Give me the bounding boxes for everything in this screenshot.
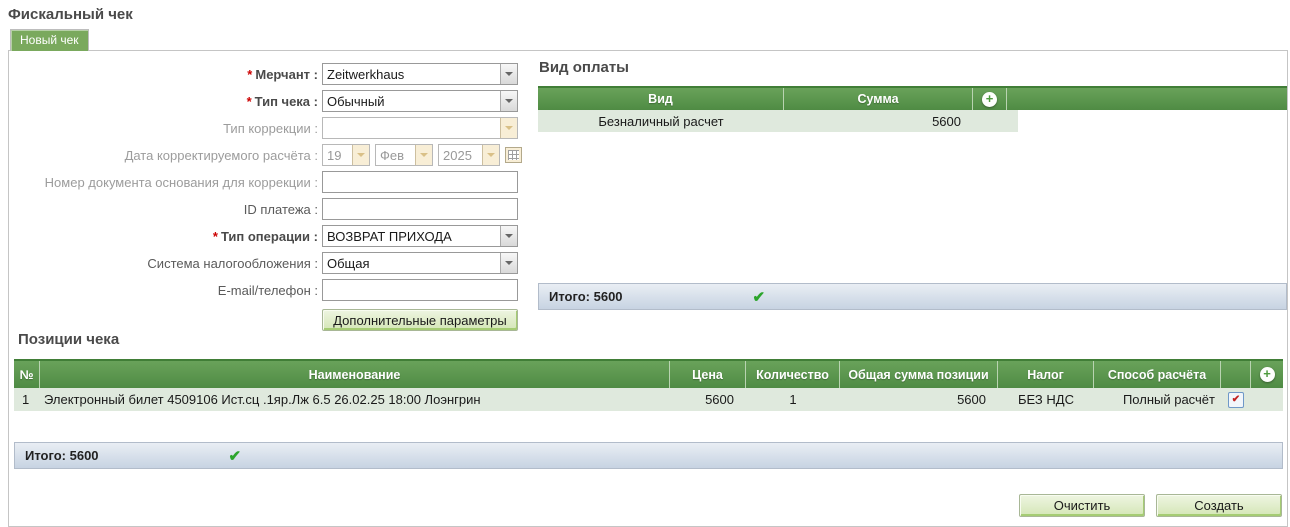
positions-add-cell: + <box>1251 361 1283 388</box>
positions-total-bar: Итого: 5600 ✔ <box>14 442 1283 469</box>
merchant-select[interactable]: Zeitwerkhaus <box>322 63 518 85</box>
chevron-down-icon <box>415 145 432 165</box>
basis-doc-number-label: Номер документа основания для коррекции … <box>44 174 318 190</box>
chevron-down-icon[interactable] <box>500 91 517 111</box>
payment-header-filler <box>1007 88 1287 110</box>
payment-id-label: ID платежа : <box>243 201 318 217</box>
tax-system-select-value: Общая <box>327 256 370 271</box>
positions-col-price: Цена <box>670 361 746 388</box>
receipt-type-select[interactable]: Обычный <box>322 90 518 112</box>
correction-date-year-select: 2025 <box>438 144 500 166</box>
receipt-type-select-value: Обычный <box>327 94 385 109</box>
form-row-receipt-type: * Тип чека : Обычный <box>9 90 536 112</box>
form-row-basis-doc-number: Номер документа основания для коррекции … <box>9 171 536 193</box>
payment-id-input[interactable] <box>322 198 518 220</box>
position-row-quantity: 1 <box>789 392 797 407</box>
receipt-form: * Мерчант : Zeitwerkhaus * Тип чека : Обыч… <box>9 63 536 331</box>
edit-position-icon[interactable]: ✔ <box>1228 391 1244 408</box>
positions-table-header: № Наименование Цена Количество Общая сум… <box>14 359 1283 388</box>
payment-add-cell: + <box>973 88 1007 110</box>
correction-date-month-value: Фев <box>380 148 405 163</box>
positions-col-method: Способ расчёта <box>1094 361 1221 388</box>
form-row-tax-system: Система налогообложения : Общая <box>9 252 536 274</box>
operation-type-select-value: ВОЗВРАТ ПРИХОДА <box>327 229 452 244</box>
correction-date-label: Дата корректируемого расчёта : <box>124 147 318 163</box>
position-row-total: 5600 <box>957 392 986 407</box>
position-row-num: 1 <box>22 392 30 407</box>
positions-col-quantity: Количество <box>746 361 840 388</box>
required-marker: * <box>247 66 253 82</box>
chevron-down-icon <box>500 118 517 138</box>
payment-col-amount: Сумма <box>784 88 973 110</box>
payment-row-type: Безналичный расчет <box>598 113 724 129</box>
operation-type-select[interactable]: ВОЗВРАТ ПРИХОДА <box>322 225 518 247</box>
position-row-edit-cell: ✔ <box>1221 391 1251 408</box>
positions-col-num: № <box>14 361 40 388</box>
positions-section: Позиции чека № Наименование Цена Количес… <box>14 331 1283 469</box>
positions-total-label: Итого: 5600 <box>25 448 99 463</box>
form-row-correction-date: Дата корректируемого расчёта : 19 Фев 20… <box>9 144 536 166</box>
basis-doc-number-input[interactable] <box>322 171 518 193</box>
check-icon: ✔ <box>752 288 766 306</box>
correction-type-select <box>322 117 518 139</box>
position-row-price: 5600 <box>705 392 734 407</box>
correction-date-month-select: Фев <box>375 144 433 166</box>
email-phone-label: E-mail/телефон : <box>217 282 318 298</box>
positions-col-empty <box>1221 361 1251 388</box>
form-row-email-phone: E-mail/телефон : <box>9 279 536 301</box>
payment-row-amount: 5600 <box>932 113 961 129</box>
chevron-down-icon <box>482 145 499 165</box>
merchant-select-value: Zeitwerkhaus <box>327 67 405 82</box>
payment-table-header: Вид Сумма + <box>538 86 1287 110</box>
add-payment-button[interactable]: + <box>982 91 997 107</box>
email-phone-input[interactable] <box>322 279 518 301</box>
correction-date-year-value: 2025 <box>443 148 472 163</box>
payment-empty-area <box>538 132 1287 283</box>
payment-panel-title: Вид оплаты <box>539 59 629 76</box>
calendar-icon <box>505 147 522 163</box>
correction-date-day-select: 19 <box>322 144 370 166</box>
correction-type-select-value <box>323 118 500 138</box>
extra-params-button[interactable]: Дополнительные параметры <box>322 309 518 331</box>
merchant-label: * Мерчант : <box>247 66 318 82</box>
payment-total-label: Итого: 5600 <box>549 289 623 304</box>
positions-empty-row <box>14 411 1283 439</box>
positions-col-total: Общая сумма позиции <box>840 361 998 388</box>
form-row-correction-type: Тип коррекции : <box>9 117 536 139</box>
main-panel: * Мерчант : Zeitwerkhaus * Тип чека : Обыч… <box>8 50 1288 527</box>
check-icon: ✔ <box>228 447 242 465</box>
form-row-merchant: * Мерчант : Zeitwerkhaus <box>9 63 536 85</box>
required-marker: * <box>212 228 218 244</box>
action-buttons: Очистить Создать <box>1019 494 1282 517</box>
chevron-down-icon <box>352 145 369 165</box>
tab-new-receipt[interactable]: Новый чек <box>10 29 89 51</box>
page-title: Фискальный чек <box>8 6 133 23</box>
positions-col-name: Наименование <box>40 361 670 388</box>
operation-type-label: * Тип операции : <box>212 228 318 244</box>
add-position-button[interactable]: + <box>1259 367 1275 382</box>
position-row-name: Электронный билет 4509106 Ист.сц .1яр.Лж… <box>44 392 481 407</box>
position-row-method: Полный расчёт <box>1122 392 1215 407</box>
form-row-payment-id: ID платежа : <box>9 198 536 220</box>
tax-system-select[interactable]: Общая <box>322 252 518 274</box>
chevron-down-icon[interactable] <box>500 253 517 273</box>
receipt-type-label: * Тип чека : <box>246 93 318 109</box>
positions-col-tax: Налог <box>998 361 1094 388</box>
create-button[interactable]: Создать <box>1156 494 1282 517</box>
payment-panel: Вид оплаты Вид Сумма + Безналичный расче… <box>538 59 1287 310</box>
positions-title: Позиции чека <box>18 331 120 348</box>
position-row[interactable]: 1 Электронный билет 4509106 Ист.сц .1яр.… <box>14 388 1283 411</box>
chevron-down-icon[interactable] <box>500 226 517 246</box>
payment-col-type: Вид <box>538 88 784 110</box>
position-row-tax: БЕЗ НДС <box>1018 392 1074 407</box>
chevron-down-icon[interactable] <box>500 64 517 84</box>
correction-type-label: Тип коррекции : <box>223 120 318 136</box>
correction-date-day-value: 19 <box>327 148 342 163</box>
required-marker: * <box>246 93 252 109</box>
form-row-operation-type: * Тип операции : ВОЗВРАТ ПРИХОДА <box>9 225 536 247</box>
tax-system-label: Система налогообложения : <box>147 255 318 271</box>
payment-total-bar: Итого: 5600 ✔ <box>538 283 1287 310</box>
payment-row[interactable]: Безналичный расчет 5600 <box>538 110 1018 132</box>
clear-button[interactable]: Очистить <box>1019 494 1145 517</box>
